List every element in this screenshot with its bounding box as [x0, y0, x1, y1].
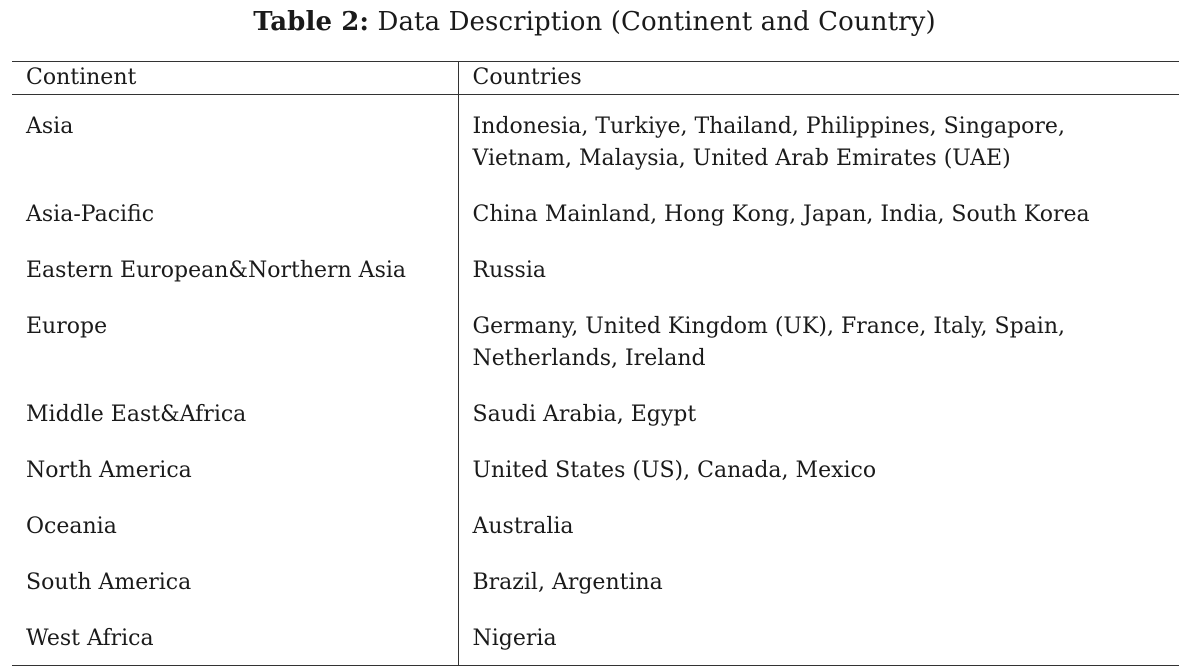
- countries-text: Germany, United Kingdom (UK), France, It…: [472, 314, 1066, 371]
- countries-cell: United States (US), Canada, Mexico: [458, 441, 1179, 497]
- table-row: West Africa Nigeria: [12, 609, 1179, 666]
- countries-text: Brazil, Argentina: [472, 570, 663, 595]
- countries-cell: Russia: [458, 241, 1179, 297]
- countries-text: Saudi Arabia, Egypt: [472, 402, 697, 427]
- continent-cell: North America: [12, 441, 459, 497]
- continent-cell: Asia: [12, 94, 459, 185]
- table-row: Asia Indonesia, Turkiye, Thailand, Phili…: [12, 94, 1179, 186]
- table-row: Asia-Pacific China Mainland, Hong Kong, …: [12, 185, 1179, 241]
- continent-cell: South America: [12, 553, 459, 609]
- continent-cell: West Africa: [12, 609, 459, 666]
- table-row: North America United States (US), Canada…: [12, 441, 1179, 497]
- countries-text: United States (US), Canada, Mexico: [472, 458, 877, 483]
- table-row: Oceania Australia: [12, 497, 1179, 553]
- countries-text: Nigeria: [472, 626, 557, 651]
- header-countries: Countries: [472, 65, 582, 90]
- table-caption: Table 2: Data Description (Continent and…: [0, 2, 1189, 42]
- countries-text: Australia: [472, 514, 574, 539]
- table-row: Europe Germany, United Kingdom (UK), Fra…: [12, 297, 1179, 385]
- countries-text: Indonesia, Turkiye, Thailand, Philippine…: [472, 114, 1065, 171]
- continent-cell: Eastern European&Northern Asia: [12, 241, 459, 297]
- caption-label: Table 2:: [253, 7, 370, 37]
- data-description-table: Continent Countries Asia Indonesia, Turk…: [12, 61, 1179, 666]
- countries-cell: Germany, United Kingdom (UK), France, It…: [458, 297, 1179, 385]
- table-row: South America Brazil, Argentina: [12, 553, 1179, 609]
- countries-cell: China Mainland, Hong Kong, Japan, India,…: [458, 185, 1179, 241]
- continent-cell: Europe: [12, 297, 459, 385]
- countries-cell: Australia: [458, 497, 1179, 553]
- countries-cell: Indonesia, Turkiye, Thailand, Philippine…: [458, 95, 1179, 186]
- header-row: Continent Countries: [12, 61, 1179, 95]
- header-continent: Continent: [12, 61, 459, 95]
- countries-text: China Mainland, Hong Kong, Japan, India,…: [472, 202, 1090, 227]
- continent-cell: Asia-Pacific: [12, 185, 459, 241]
- countries-text: Russia: [472, 258, 546, 283]
- table-row: Middle East&Africa Saudi Arabia, Egypt: [12, 385, 1179, 441]
- countries-cell: Brazil, Argentina: [458, 553, 1179, 609]
- continent-cell: Middle East&Africa: [12, 385, 459, 441]
- data-description-table-wrap: Continent Countries Asia Indonesia, Turk…: [12, 61, 1179, 666]
- countries-cell: Saudi Arabia, Egypt: [458, 385, 1179, 441]
- table-row: Eastern European&Northern Asia Russia: [12, 241, 1179, 297]
- continent-cell: Oceania: [12, 497, 459, 553]
- caption-text: Data Description (Continent and Country): [377, 7, 936, 37]
- countries-cell: Nigeria: [458, 609, 1179, 666]
